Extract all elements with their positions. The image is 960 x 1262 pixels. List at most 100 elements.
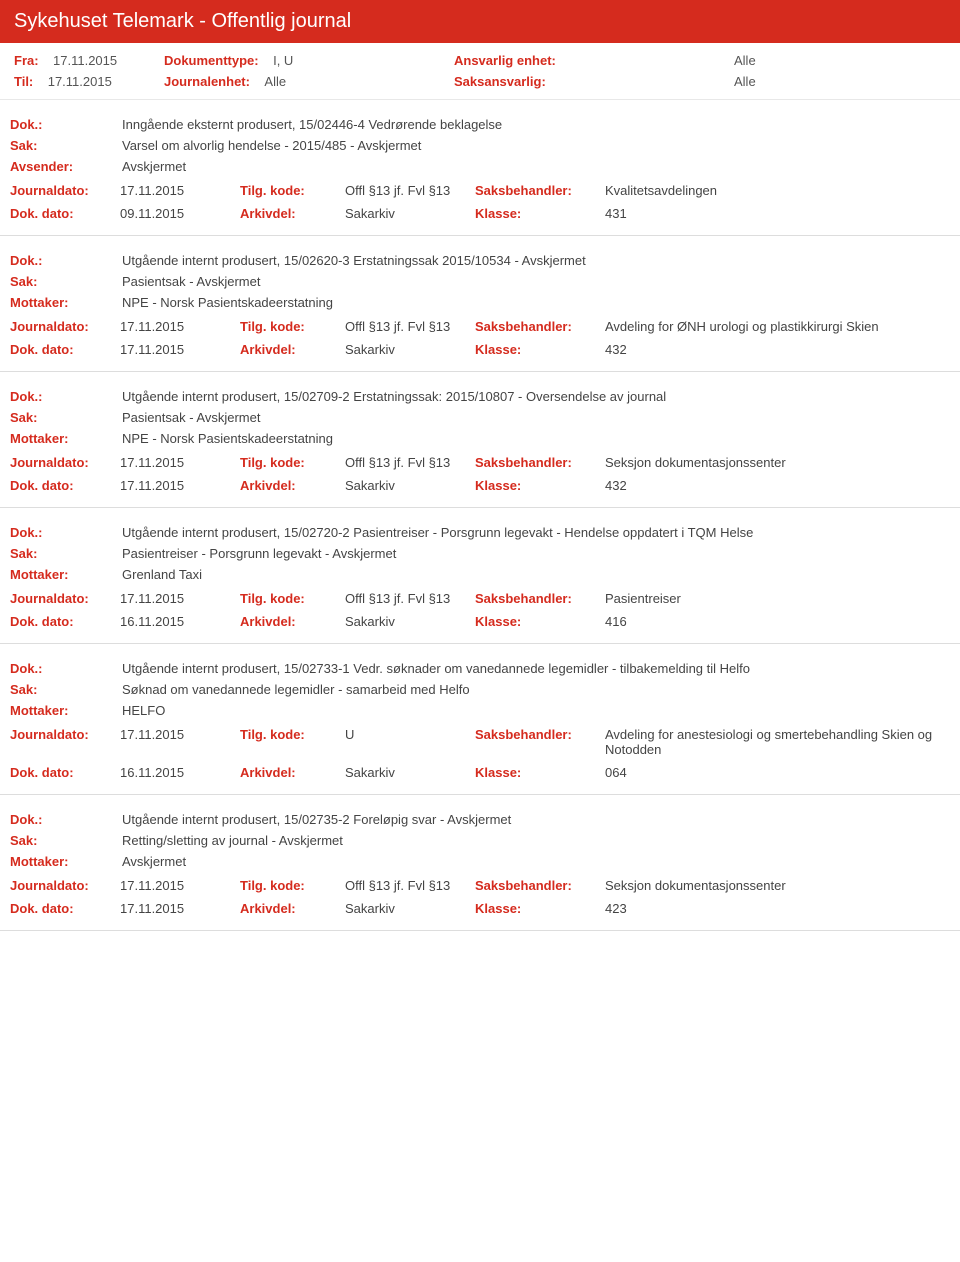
sak-value: Søknad om vanedannede legemidler - samar… bbox=[122, 682, 470, 697]
sak-value: Pasientsak - Avskjermet bbox=[122, 410, 260, 425]
party-value: Avskjermet bbox=[122, 159, 186, 174]
dokdato-label: Dok. dato: bbox=[10, 206, 120, 221]
dokdato-value: 16.11.2015 bbox=[120, 614, 240, 629]
saksbehandler-label: Saksbehandler: bbox=[475, 183, 605, 198]
filter-til-val: 17.11.2015 bbox=[48, 74, 112, 89]
dok-label: Dok.: bbox=[10, 389, 110, 404]
filter-journalenhet-label: Journalenhet: bbox=[164, 74, 250, 89]
tilgkode-value: Offl §13 jf. Fvl §13 bbox=[345, 183, 475, 198]
tilgkode-label: Tilg. kode: bbox=[240, 878, 345, 893]
klasse-value: 432 bbox=[605, 342, 950, 357]
saksbehandler-value: Seksjon dokumentasjonssenter bbox=[605, 878, 950, 893]
sak-label: Sak: bbox=[10, 546, 110, 561]
arkivdel-value: Sakarkiv bbox=[345, 478, 475, 493]
klasse-label: Klasse: bbox=[475, 765, 605, 780]
tilgkode-value: Offl §13 jf. Fvl §13 bbox=[345, 878, 475, 893]
journaldato-value: 17.11.2015 bbox=[120, 591, 240, 606]
arkivdel-label: Arkivdel: bbox=[240, 765, 345, 780]
page-title: Sykehuset Telemark - Offentlig journal bbox=[14, 10, 946, 33]
dokdato-label: Dok. dato: bbox=[10, 901, 120, 916]
entries-list: Dok.: Inngående eksternt produsert, 15/0… bbox=[0, 100, 960, 931]
sak-label: Sak: bbox=[10, 682, 110, 697]
arkivdel-value: Sakarkiv bbox=[345, 206, 475, 221]
sak-value: Varsel om alvorlig hendelse - 2015/485 -… bbox=[122, 138, 421, 153]
sak-label: Sak: bbox=[10, 833, 110, 848]
tilgkode-label: Tilg. kode: bbox=[240, 319, 345, 334]
journaldato-value: 17.11.2015 bbox=[120, 319, 240, 334]
party-label: Mottaker: bbox=[10, 431, 110, 446]
journaldato-label: Journaldato: bbox=[10, 591, 120, 606]
filter-fra-val: 17.11.2015 bbox=[53, 53, 117, 68]
party-label: Avsender: bbox=[10, 159, 110, 174]
arkivdel-label: Arkivdel: bbox=[240, 206, 345, 221]
party-value: NPE - Norsk Pasientskadeerstatning bbox=[122, 295, 333, 310]
dok-value: Inngående eksternt produsert, 15/02446-4… bbox=[122, 117, 502, 132]
journaldato-value: 17.11.2015 bbox=[120, 455, 240, 470]
filter-ansvarlig-label: Ansvarlig enhet: bbox=[454, 53, 556, 68]
klasse-value: 431 bbox=[605, 206, 950, 221]
party-value: Grenland Taxi bbox=[122, 567, 202, 582]
arkivdel-value: Sakarkiv bbox=[345, 901, 475, 916]
tilgkode-label: Tilg. kode: bbox=[240, 591, 345, 606]
filter-saksansv-label: Saksansvarlig: bbox=[454, 74, 546, 89]
party-label: Mottaker: bbox=[10, 295, 110, 310]
saksbehandler-value: Avdeling for anestesiologi og smertebeha… bbox=[605, 727, 950, 757]
arkivdel-value: Sakarkiv bbox=[345, 614, 475, 629]
dok-label: Dok.: bbox=[10, 253, 110, 268]
dokdato-label: Dok. dato: bbox=[10, 765, 120, 780]
dok-label: Dok.: bbox=[10, 812, 110, 827]
journaldato-label: Journaldato: bbox=[10, 727, 120, 742]
dok-value: Utgående internt produsert, 15/02620-3 E… bbox=[122, 253, 586, 268]
filter-panel: Fra: 17.11.2015 Dokumenttype: I, U Ansva… bbox=[0, 43, 960, 100]
filter-doktype-label: Dokumenttype: bbox=[164, 53, 259, 68]
tilgkode-value: Offl §13 jf. Fvl §13 bbox=[345, 319, 475, 334]
klasse-value: 423 bbox=[605, 901, 950, 916]
dokdato-label: Dok. dato: bbox=[10, 478, 120, 493]
tilgkode-value: Offl §13 jf. Fvl §13 bbox=[345, 591, 475, 606]
filter-doktype-val: I, U bbox=[273, 53, 293, 68]
arkivdel-label: Arkivdel: bbox=[240, 614, 345, 629]
sak-value: Retting/sletting av journal - Avskjermet bbox=[122, 833, 343, 848]
dokdato-value: 09.11.2015 bbox=[120, 206, 240, 221]
saksbehandler-value: Pasientreiser bbox=[605, 591, 950, 606]
arkivdel-label: Arkivdel: bbox=[240, 901, 345, 916]
saksbehandler-value: Kvalitetsavdelingen bbox=[605, 183, 950, 198]
sak-value: Pasientsak - Avskjermet bbox=[122, 274, 260, 289]
tilgkode-label: Tilg. kode: bbox=[240, 455, 345, 470]
sak-label: Sak: bbox=[10, 410, 110, 425]
tilgkode-value: U bbox=[345, 727, 475, 742]
journaldato-value: 17.11.2015 bbox=[120, 727, 240, 742]
journal-entry: Dok.: Utgående internt produsert, 15/027… bbox=[0, 372, 960, 508]
party-label: Mottaker: bbox=[10, 703, 110, 718]
arkivdel-label: Arkivdel: bbox=[240, 478, 345, 493]
journal-entry: Dok.: Inngående eksternt produsert, 15/0… bbox=[0, 100, 960, 236]
dok-label: Dok.: bbox=[10, 525, 110, 540]
saksbehandler-label: Saksbehandler: bbox=[475, 455, 605, 470]
journal-entry: Dok.: Utgående internt produsert, 15/027… bbox=[0, 508, 960, 644]
saksbehandler-label: Saksbehandler: bbox=[475, 591, 605, 606]
party-value: NPE - Norsk Pasientskadeerstatning bbox=[122, 431, 333, 446]
filter-journalenhet-val: Alle bbox=[264, 74, 286, 89]
arkivdel-label: Arkivdel: bbox=[240, 342, 345, 357]
dok-value: Utgående internt produsert, 15/02735-2 F… bbox=[122, 812, 511, 827]
dok-value: Utgående internt produsert, 15/02720-2 P… bbox=[122, 525, 753, 540]
filter-ansvarlig-val: Alle bbox=[734, 53, 756, 68]
saksbehandler-value: Avdeling for ØNH urologi og plastikkirur… bbox=[605, 319, 950, 334]
klasse-label: Klasse: bbox=[475, 342, 605, 357]
saksbehandler-label: Saksbehandler: bbox=[475, 319, 605, 334]
filter-saksansv-val: Alle bbox=[734, 74, 756, 89]
klasse-label: Klasse: bbox=[475, 614, 605, 629]
journaldato-value: 17.11.2015 bbox=[120, 183, 240, 198]
saksbehandler-label: Saksbehandler: bbox=[475, 878, 605, 893]
party-label: Mottaker: bbox=[10, 854, 110, 869]
dokdato-value: 16.11.2015 bbox=[120, 765, 240, 780]
sak-value: Pasientreiser - Porsgrunn legevakt - Avs… bbox=[122, 546, 396, 561]
sak-label: Sak: bbox=[10, 138, 110, 153]
dok-value: Utgående internt produsert, 15/02709-2 E… bbox=[122, 389, 666, 404]
filter-fra-label: Fra: bbox=[14, 53, 39, 68]
arkivdel-value: Sakarkiv bbox=[345, 342, 475, 357]
dokdato-label: Dok. dato: bbox=[10, 614, 120, 629]
klasse-value: 432 bbox=[605, 478, 950, 493]
journal-entry: Dok.: Utgående internt produsert, 15/026… bbox=[0, 236, 960, 372]
klasse-label: Klasse: bbox=[475, 478, 605, 493]
